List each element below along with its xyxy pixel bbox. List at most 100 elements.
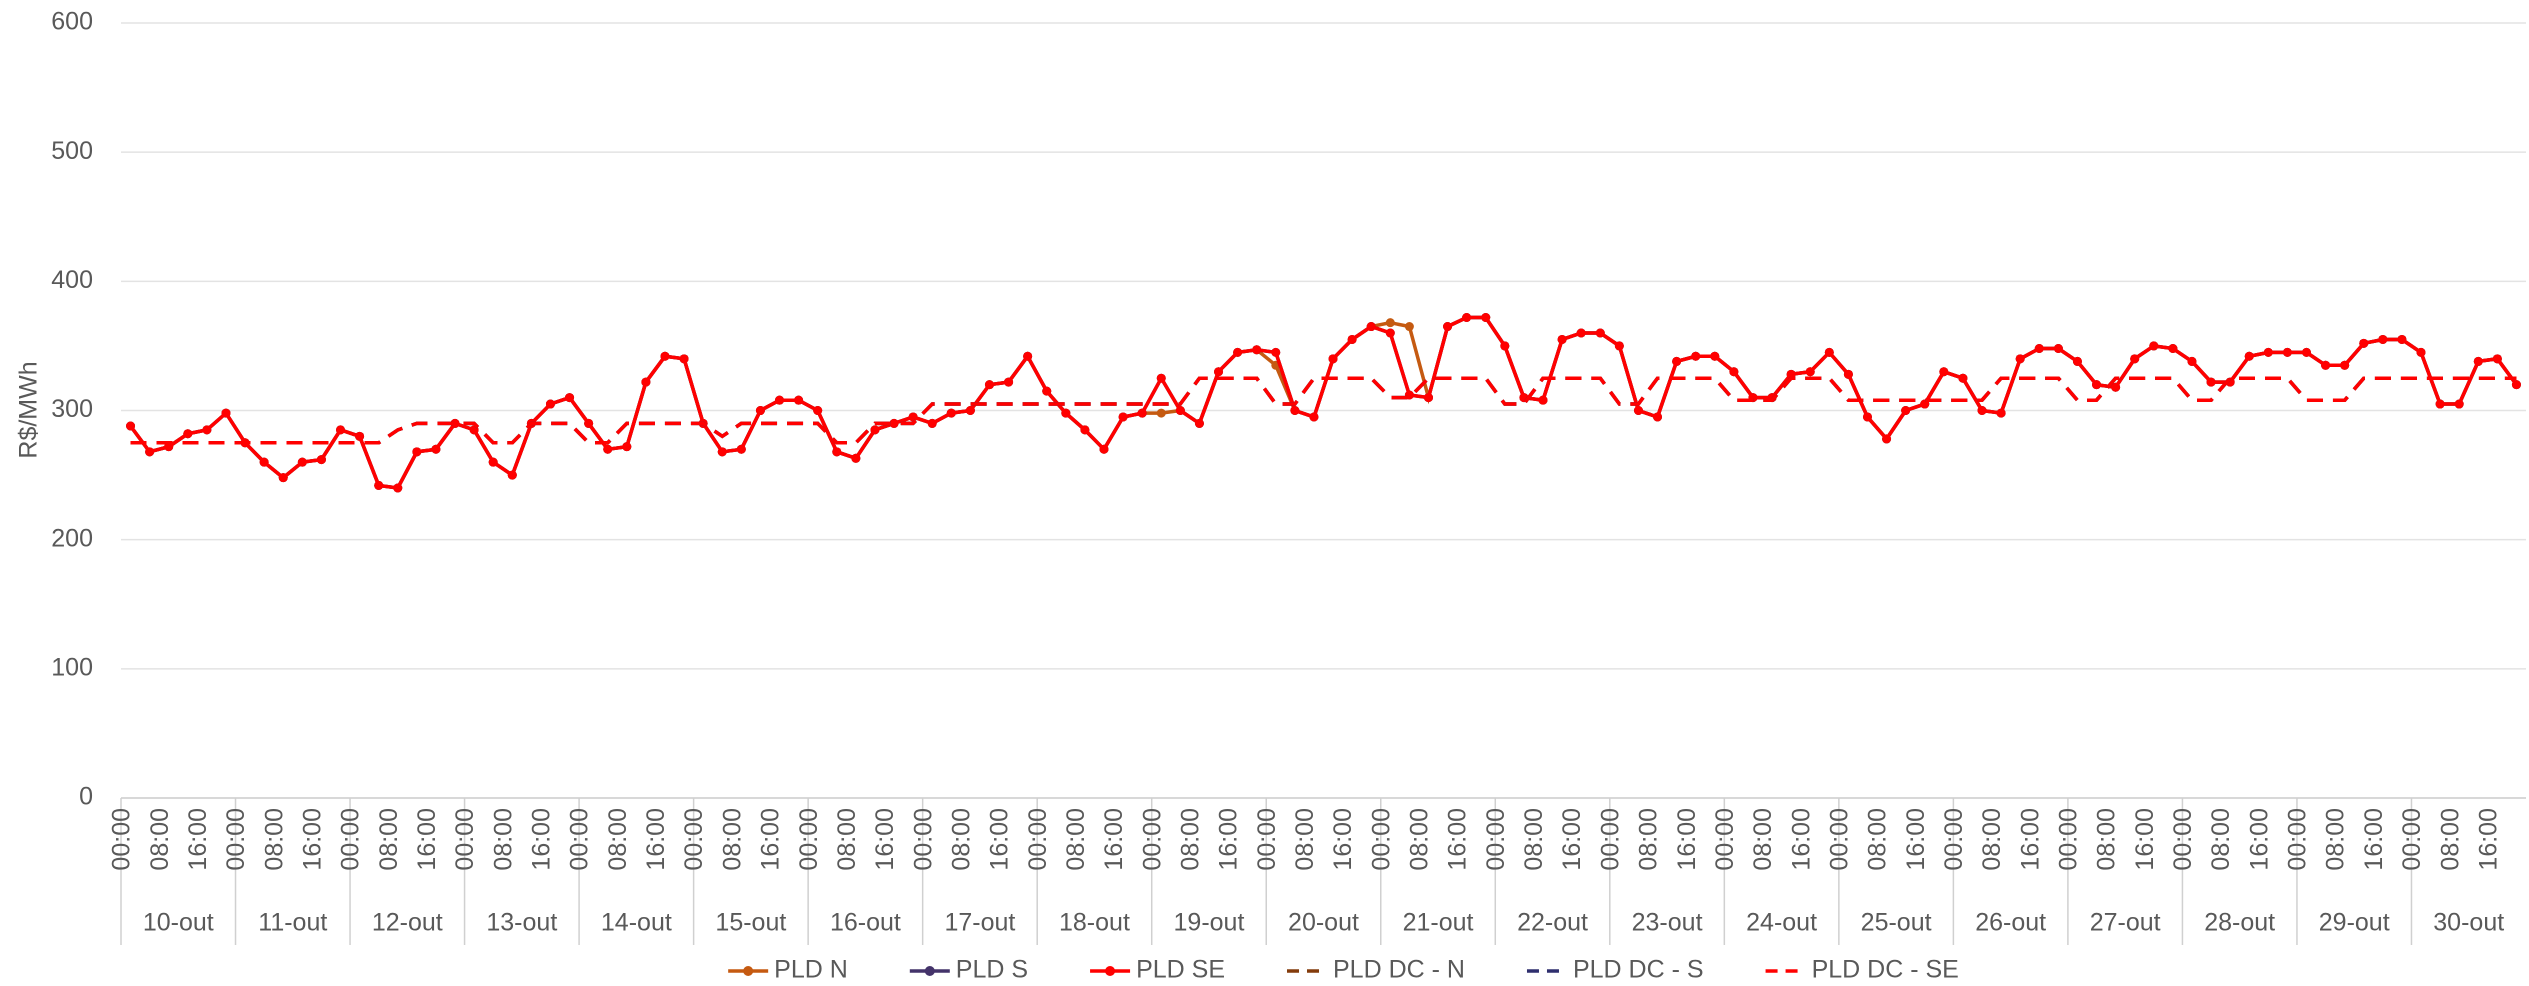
x-tick-label: 00:00 — [909, 808, 937, 871]
point-marker — [565, 393, 575, 403]
dashed-line — [130, 376, 2517, 445]
x-tick-label: 16:00 — [1444, 808, 1472, 871]
x-tick-label: 08:00 — [1520, 808, 1548, 871]
point-marker — [1347, 334, 1357, 344]
x-tick-label: 16:00 — [1329, 808, 1357, 871]
group-label: 14-out — [601, 909, 672, 937]
x-tick-label: 00:00 — [1825, 808, 1853, 871]
x-tick-label: 00:00 — [2169, 808, 2197, 871]
point-marker — [1614, 341, 1624, 351]
group-label: 20-out — [1288, 909, 1359, 937]
x-tick-label: 08:00 — [2322, 808, 2350, 871]
point-marker — [1481, 313, 1491, 322]
point-marker — [1328, 354, 1338, 364]
y-tick-label: 600 — [51, 8, 93, 36]
x-tick-label: 08:00 — [604, 808, 632, 871]
y-tick-label: 100 — [51, 653, 93, 681]
x-tick-label: 00:00 — [1024, 808, 1052, 871]
point-marker — [1423, 393, 1433, 403]
x-tick-label: 16:00 — [1787, 808, 1815, 871]
point-marker — [2282, 347, 2292, 357]
point-marker — [202, 425, 212, 435]
point-marker — [1958, 373, 1968, 383]
y-tick-label: 300 — [51, 395, 93, 423]
point-marker — [1175, 406, 1185, 415]
point-marker — [1977, 406, 1987, 415]
x-tick-label: 08:00 — [947, 808, 975, 871]
point-marker — [1194, 418, 1204, 428]
point-marker — [1500, 341, 1510, 351]
point-marker — [488, 457, 498, 467]
point-marker — [889, 418, 899, 428]
x-tick-label: 16:00 — [2474, 808, 2502, 871]
point-marker — [1156, 373, 1166, 383]
group-label: 25-out — [1861, 909, 1932, 937]
x-tick-label: 00:00 — [1253, 808, 1281, 871]
point-marker — [450, 418, 460, 428]
y-axis-label: R$/MWh — [15, 361, 43, 458]
x-tick-label: 08:00 — [1291, 808, 1319, 871]
x-tick-label: 16:00 — [528, 808, 556, 871]
point-marker — [1996, 408, 2006, 418]
legend-item: PLD DC - SE — [1765, 956, 1959, 984]
group-label: 24-out — [1746, 909, 1817, 937]
x-tick-label: 00:00 — [1367, 808, 1395, 871]
group-label: 13-out — [486, 909, 557, 937]
point-marker — [1901, 406, 1911, 415]
x-tick-label: 16:00 — [986, 808, 1014, 871]
legend-marker — [1105, 966, 1116, 976]
group-label: 28-out — [2204, 909, 2275, 937]
legend-marker — [924, 966, 935, 976]
point-marker — [1729, 367, 1739, 377]
point-marker — [1366, 322, 1376, 332]
point-marker — [1691, 351, 1701, 361]
point-marker — [316, 455, 326, 465]
point-marker — [2492, 354, 2502, 364]
point-marker — [1404, 322, 1414, 332]
point-marker — [1710, 351, 1720, 361]
x-tick-label: 16:00 — [642, 808, 670, 871]
point-marker — [603, 444, 613, 454]
point-marker — [794, 395, 804, 405]
point-marker — [2187, 356, 2197, 366]
point-marker — [1061, 408, 1071, 418]
group-label: 10-out — [143, 909, 214, 937]
x-tick-label: 16:00 — [1902, 808, 1930, 871]
x-tick-label: 08:00 — [146, 808, 174, 871]
x-tick-label: 00:00 — [1138, 808, 1166, 871]
point-marker — [717, 447, 727, 457]
point-marker — [1633, 406, 1643, 415]
x-tick-label: 16:00 — [298, 808, 326, 871]
x-tick-label: 08:00 — [375, 808, 403, 871]
point-marker — [355, 431, 365, 441]
point-marker — [2263, 347, 2273, 357]
series-line — [129, 315, 2518, 490]
x-tick-label: 16:00 — [871, 808, 899, 871]
point-marker — [1080, 425, 1090, 435]
point-marker — [1939, 367, 1949, 377]
group-label: 21-out — [1403, 909, 1474, 937]
point-marker — [1576, 328, 1586, 338]
x-tick-label: 16:00 — [1673, 808, 1701, 871]
group-label: 29-out — [2319, 909, 2390, 937]
point-marker — [984, 380, 994, 390]
group-label: 15-out — [715, 909, 786, 937]
point-marker — [1843, 369, 1853, 379]
point-marker — [221, 408, 231, 418]
x-tick-label: 00:00 — [1596, 808, 1624, 871]
x-tick-label: 16:00 — [2131, 808, 2159, 871]
x-tick-label: 16:00 — [413, 808, 441, 871]
y-tick-label: 500 — [51, 137, 93, 165]
point-marker — [660, 351, 670, 361]
legend-item: PLD SE — [1090, 956, 1225, 984]
point-marker — [1882, 434, 1892, 444]
x-tick-label: 16:00 — [2245, 808, 2273, 871]
point-marker — [2473, 356, 2483, 366]
x-tick-label: 08:00 — [1864, 808, 1892, 871]
x-tick-label: 08:00 — [1406, 808, 1434, 871]
point-marker — [2072, 356, 2082, 366]
point-marker — [545, 399, 555, 409]
point-marker — [584, 418, 594, 428]
group-label: 12-out — [372, 909, 443, 937]
